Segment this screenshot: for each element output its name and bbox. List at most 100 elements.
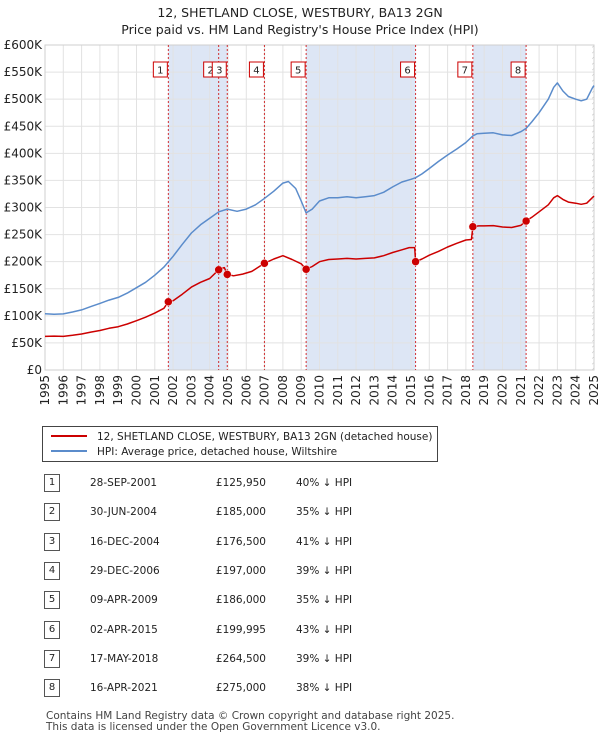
title-line-2: Price paid vs. HM Land Registry's House … [121, 22, 479, 37]
x-tick-label: 2019 [477, 375, 491, 406]
y-tick-label: £0 [27, 363, 42, 377]
sale-point-5 [301, 265, 311, 274]
row-price: £199,995 [215, 623, 266, 636]
y-tick-label: £250K [4, 228, 44, 242]
sale-box-3: 3 [211, 61, 227, 78]
table-row: 7 17-MAY-2018 £264,500 39% ↓ HPI [42, 648, 402, 670]
sale-box-4: 4 [248, 61, 264, 78]
x-tick-label: 2023 [550, 375, 564, 406]
table-row: 3 16-DEC-2004 £176,500 41% ↓ HPI [42, 531, 402, 553]
x-tick-label: 2000 [130, 375, 144, 406]
sale-box-label: 6 [404, 66, 410, 77]
sale-point-6 [411, 257, 420, 266]
table-row: 8 16-APR-2021 £275,000 38% ↓ HPI [42, 677, 402, 699]
sale-box-1: 1 [152, 61, 168, 78]
table-row: 5 09-APR-2009 £186,000 35% ↓ HPI [42, 589, 402, 611]
row-number-badge: 6 [44, 620, 60, 639]
sale-point-4 [260, 259, 269, 268]
row-hpi-diff: 41% ↓ HPI [296, 535, 353, 548]
x-tick-label: 2011 [331, 375, 345, 406]
x-tick-label: 2007 [258, 375, 272, 406]
sale-box-frame [510, 61, 526, 78]
y-tick-label: £150K [4, 282, 44, 296]
row-price: £186,000 [215, 594, 266, 607]
row-number-badge: 8 [44, 679, 60, 698]
x-tick-label: 1997 [75, 375, 89, 406]
table-row: 4 29-DEC-2006 £197,000 39% ↓ HPI [42, 560, 402, 582]
gridlines [44, 44, 595, 371]
legend: 12, SHETLAND CLOSE, WESTBURY, BA13 2GN (… [42, 426, 438, 462]
row-number-badge: 7 [44, 649, 60, 668]
y-tick-label: £300K [4, 201, 44, 215]
x-tick-label: 2017 [441, 375, 455, 406]
y-tick-label: £200K [4, 255, 44, 269]
sale-point-7 [468, 222, 478, 231]
x-axis: 1995 1996 1997 1998 1999 2000 2001 2002 2003 2004… [38, 375, 600, 406]
sale-point-8 [521, 216, 531, 226]
x-tick-label: 2004 [203, 375, 217, 406]
legend-label-hpi: HPI: Average price, detached house, Wilt… [97, 446, 338, 458]
row-date: 17-MAY-2018 [90, 652, 159, 665]
row-hpi-diff: 39% ↓ HPI [296, 652, 353, 665]
x-tick-label: 2015 [404, 375, 418, 406]
chart-title: 12, SHETLAND CLOSE, WESTBURY, BA13 2GN P… [0, 4, 600, 38]
footer-line-2: This data is licensed under the Open Gov… [46, 721, 381, 733]
row-date: 09-APR-2009 [90, 594, 158, 607]
x-tick-label: 2022 [532, 375, 546, 406]
y-tick-label: £50K [11, 336, 43, 350]
legend-label-property: 12, SHETLAND CLOSE, WESTBURY, BA13 2GN (… [97, 431, 433, 443]
table-row: 6 02-APR-2015 £199,995 43% ↓ HPI [42, 619, 402, 641]
row-date: 30-JUN-2004 [90, 506, 157, 519]
sale-box-5: 5 [290, 61, 306, 78]
row-hpi-diff: 38% ↓ HPI [296, 682, 353, 695]
sale-box-6: 6 [400, 61, 416, 78]
table-row: 1 28-SEP-2001 £125,950 40% ↓ HPI [42, 472, 402, 494]
sale-box-frame [400, 61, 416, 78]
y-tick-label: £100K [4, 309, 44, 323]
sale-box-label: 2 [207, 66, 213, 77]
plot-border [44, 44, 595, 371]
x-tick-label: 2002 [166, 375, 180, 406]
row-number-badge: 2 [44, 503, 60, 522]
x-tick-label: 2009 [294, 375, 308, 406]
row-number-badge: 3 [44, 532, 60, 551]
sale-box-frame [248, 61, 264, 78]
sale-box-label: 4 [253, 66, 259, 77]
x-tick-label: 2018 [459, 375, 473, 406]
footer-line-1: Contains HM Land Registry data © Crown c… [46, 710, 455, 722]
row-price: £176,500 [215, 535, 266, 548]
sale-point-2 [214, 265, 223, 275]
row-hpi-diff: 43% ↓ HPI [296, 623, 353, 636]
x-tick-label: 1998 [93, 375, 107, 406]
legend-item-hpi: HPI: Average price, detached house, Wilt… [51, 444, 337, 460]
x-tick-label: 2024 [569, 375, 583, 406]
x-tick-label: 2013 [367, 375, 381, 406]
sale-box-7: 7 [457, 61, 473, 78]
x-tick-label: 2014 [386, 375, 400, 406]
sale-point-1 [164, 297, 173, 307]
title-line-1: 12, SHETLAND CLOSE, WESTBURY, BA13 2GN [157, 5, 443, 20]
x-tick-label: 2008 [276, 375, 290, 406]
x-tick-label: 2012 [349, 375, 363, 406]
x-tick-label: 2010 [313, 375, 327, 406]
sale-box-frame [457, 61, 473, 78]
row-date: 28-SEP-2001 [90, 477, 158, 489]
row-hpi-diff: 40% ↓ HPI [296, 477, 353, 489]
y-tick-label: £550K [4, 65, 44, 79]
row-date: 16-APR-2021 [90, 682, 158, 695]
x-tick-label: 2025 [587, 375, 600, 406]
sale-box-frame [152, 61, 168, 78]
row-hpi-diff: 39% ↓ HPI [296, 564, 353, 577]
row-price: £264,500 [215, 652, 266, 665]
sale-box-label: 8 [515, 66, 521, 77]
sale-box-frame [211, 61, 227, 78]
legend-item-property: 12, SHETLAND CLOSE, WESTBURY, BA13 2GN (… [51, 429, 432, 445]
row-date: 16-DEC-2004 [90, 535, 160, 548]
row-number-badge: 5 [44, 591, 60, 610]
sale-box-label: 1 [157, 66, 163, 77]
sale-box-label: 3 [216, 66, 222, 77]
x-tick-label: 2006 [239, 375, 253, 406]
x-tick-label: 2001 [148, 375, 162, 406]
